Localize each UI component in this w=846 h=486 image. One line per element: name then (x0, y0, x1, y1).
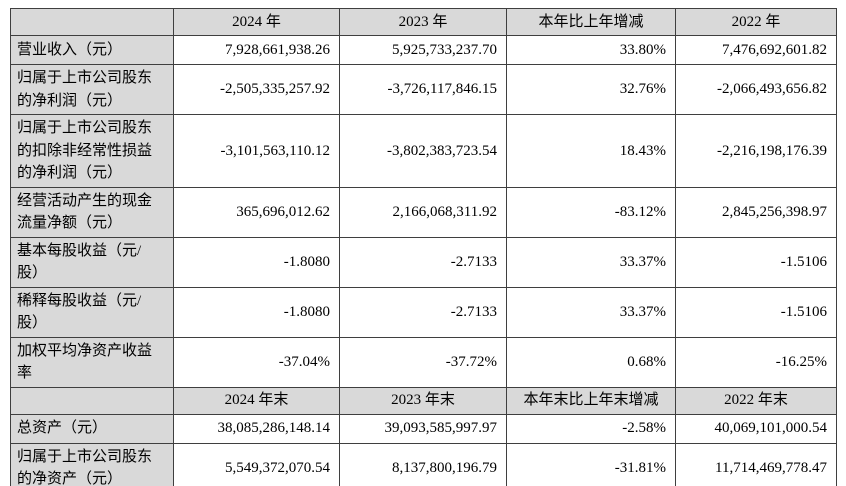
value-cell: 33.37% (506, 286, 676, 338)
value-cell: 38,085,286,148.14 (173, 413, 340, 444)
value-cell: 39,093,585,997.97 (339, 413, 507, 444)
row-label: 归属于上市公司股东 的净利润（元） (10, 64, 174, 115)
financial-table-body: 2024 年 2023 年本年比上年增减 2022 年营业收入（元） 7,928,66… (10, 8, 837, 486)
row-label: 稀释每股收益（元/ 股） (10, 286, 174, 338)
row-label: 归属于上市公司股东 的扣除非经常性损益 的净利润（元） (10, 114, 174, 188)
value-cell: -31.81% (506, 442, 676, 486)
value-cell: -1.8080 (173, 286, 340, 338)
value-cell: -37.72% (339, 336, 507, 388)
value-cell: 5,925,733,237.70 (339, 35, 507, 65)
corner-cell (10, 8, 174, 36)
row-label: 加权平均净资产收益 率 (10, 336, 174, 388)
value-cell: 11,714,469,778.47 (675, 442, 837, 486)
table-row: 总资产（元） 38,085,286,148.14 39,093,585,997.97… (10, 413, 837, 444)
table-row: 加权平均净资产收益 率 -37.04% -37.72% 0.68% -16.25% (10, 336, 837, 388)
value-cell: -1.5106 (675, 286, 837, 338)
table-row: 归属于上市公司股东 的净资产（元） 5,549,372,070.54 8,137,8… (10, 442, 837, 486)
value-cell: 33.80% (506, 35, 676, 65)
value-cell: -2.7133 (339, 286, 507, 338)
row-label: 总资产（元） (10, 413, 174, 444)
value-cell: 33.37% (506, 236, 676, 288)
column-header: 2022 年 (675, 8, 837, 36)
column-header: 2022 年末 (675, 386, 837, 415)
column-header: 本年比上年增减 (506, 8, 676, 36)
value-cell: 32.76% (506, 64, 676, 115)
value-cell: -1.8080 (173, 236, 340, 288)
value-cell: 365,696,012.62 (173, 186, 340, 238)
column-header: 2024 年末 (173, 386, 340, 415)
row-label: 经营活动产生的现金 流量净额（元） (10, 186, 174, 238)
value-cell: 0.68% (506, 336, 676, 388)
column-header: 2024 年 (173, 8, 340, 36)
column-header: 2023 年末 (339, 386, 507, 415)
value-cell: -3,726,117,846.15 (339, 64, 507, 115)
row-label: 营业收入（元） (10, 35, 174, 65)
value-cell: -2,066,493,656.82 (675, 64, 837, 115)
value-cell: -2.7133 (339, 236, 507, 288)
value-cell: -3,802,383,723.54 (339, 114, 507, 188)
table-row: 归属于上市公司股东 的扣除非经常性损益 的净利润（元） -3,101,563,11… (10, 114, 837, 188)
value-cell: 18.43% (506, 114, 676, 188)
value-cell: -37.04% (173, 336, 340, 388)
value-cell: -2,216,198,176.39 (675, 114, 837, 188)
value-cell: 5,549,372,070.54 (173, 442, 340, 486)
value-cell: -3,101,563,110.12 (173, 114, 340, 188)
value-cell: -2,505,335,257.92 (173, 64, 340, 115)
corner-cell (10, 386, 174, 415)
value-cell: -1.5106 (675, 236, 837, 288)
value-cell: 8,137,800,196.79 (339, 442, 507, 486)
financial-summary-table: 2024 年 2023 年本年比上年增减 2022 年营业收入（元） 7,928,66… (10, 8, 837, 486)
row-label: 基本每股收益（元/ 股） (10, 236, 174, 288)
value-cell: -83.12% (506, 186, 676, 238)
value-cell: 2,845,256,398.97 (675, 186, 837, 238)
column-header: 本年末比上年末增减 (506, 386, 676, 415)
value-cell: -2.58% (506, 413, 676, 444)
table-row: 经营活动产生的现金 流量净额（元） 365,696,012.62 2,166,068… (10, 186, 837, 238)
value-cell: 7,928,661,938.26 (173, 35, 340, 65)
value-cell: 2,166,068,311.92 (339, 186, 507, 238)
table-row: 营业收入（元） 7,928,661,938.26 5,925,733,237.70 3… (10, 35, 837, 65)
value-cell: 7,476,692,601.82 (675, 35, 837, 65)
table-row: 归属于上市公司股东 的净利润（元） -2,505,335,257.92 -3,726… (10, 64, 837, 115)
row-label: 归属于上市公司股东 的净资产（元） (10, 442, 174, 486)
value-cell: -16.25% (675, 336, 837, 388)
header-row: 2024 年末 2023 年末 本年末比上年末增减 2022 年末 (10, 386, 837, 415)
table-row: 稀释每股收益（元/ 股） -1.8080 -2.7133 33.37% -1.5106 (10, 286, 837, 338)
header-row: 2024 年 2023 年本年比上年增减 2022 年 (10, 8, 837, 36)
value-cell: 40,069,101,000.54 (675, 413, 837, 444)
table-row: 基本每股收益（元/ 股） -1.8080 -2.7133 33.37% -1.5106 (10, 236, 837, 288)
column-header: 2023 年 (339, 8, 507, 36)
